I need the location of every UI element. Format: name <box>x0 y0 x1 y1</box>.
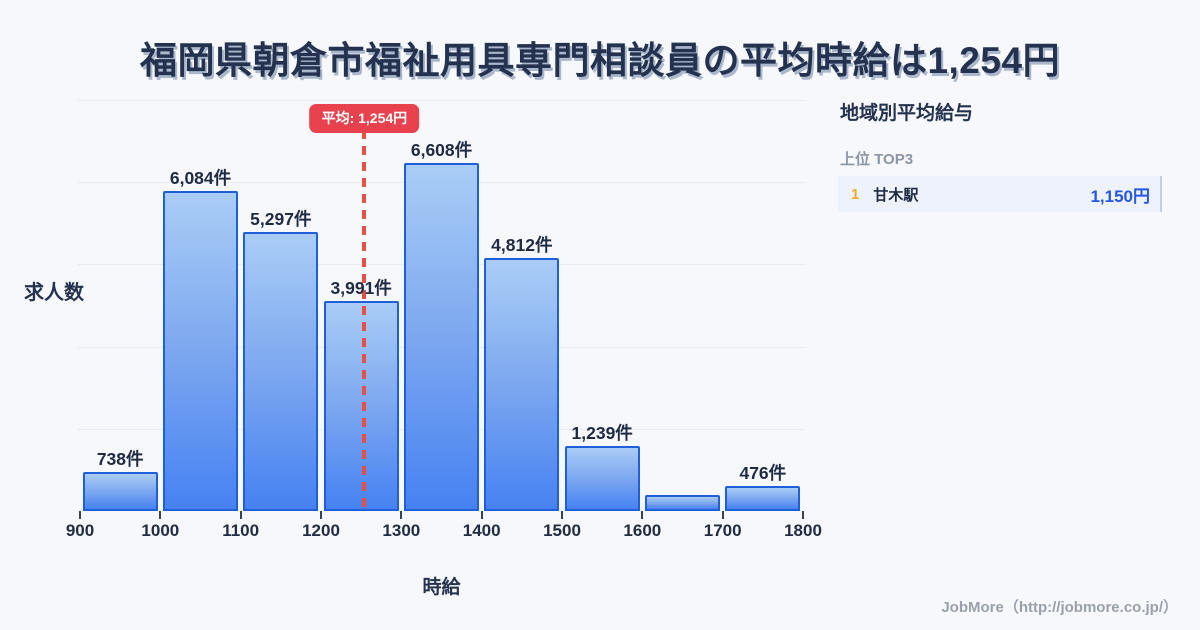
station-name: 甘木駅 <box>873 186 919 204</box>
panel-subtitle: 上位 TOP3 <box>840 151 914 168</box>
page-title: 福岡県朝倉市福祉用具専門相談員の平均時給は1,254円 <box>139 40 1061 81</box>
histogram-chart: 738件 6,084件 5,297件 3,991件 6,608件 4,812件 1,239件… <box>24 100 822 598</box>
x-tick-label: 1000 <box>141 521 180 540</box>
x-tick-mark <box>641 511 644 519</box>
panel-title: 地域別平均給与 <box>840 103 974 124</box>
x-tick-label: 1100 <box>222 521 260 540</box>
average-line <box>362 130 367 511</box>
y-axis-title: 求人数 <box>24 282 84 304</box>
gridline <box>78 100 805 101</box>
x-tick-label: 1600 <box>623 521 662 540</box>
x-tick-mark <box>561 511 563 519</box>
x-tick-label: 1800 <box>784 521 822 540</box>
rank-number: 1 <box>851 185 860 203</box>
x-axis-title: 時給 <box>422 577 461 598</box>
histogram-bar <box>403 163 480 511</box>
histogram-bar <box>725 485 801 511</box>
x-tick-mark <box>480 511 483 519</box>
rank-row: 1 甘木駅 1,150円 <box>838 176 1162 212</box>
x-tick-mark <box>79 511 81 519</box>
station-salary: 1,150円 <box>1090 186 1150 206</box>
histogram-bar <box>162 190 239 511</box>
bar-value-label: 4,812件 <box>491 234 553 255</box>
x-tick-label: 900 <box>65 521 95 540</box>
bar-value-label: 6,608件 <box>410 140 473 160</box>
bar-value-label: 738件 <box>96 449 144 470</box>
histogram-bar <box>323 300 399 511</box>
bar-value-label: 5,297件 <box>250 209 312 230</box>
x-tick-mark <box>320 511 322 519</box>
x-tick-label: 1300 <box>382 521 421 540</box>
x-tick-label: 1500 <box>543 521 581 540</box>
source-credit: JobMore（http://jobmore.co.jp/） <box>941 599 1178 616</box>
histogram-bar <box>82 472 158 511</box>
x-tick-label: 1400 <box>462 521 501 540</box>
bar-value-label: 6,084件 <box>169 167 232 188</box>
x-tick-mark <box>721 511 724 519</box>
x-tick-mark <box>400 511 403 519</box>
x-tick-mark <box>159 511 162 519</box>
x-tick-mark <box>802 511 804 519</box>
histogram-bar <box>484 257 560 511</box>
average-badge: 平均: 1,254円 <box>309 104 420 133</box>
bar-value-label: 476件 <box>739 462 787 483</box>
x-tick-label: 1200 <box>302 521 340 540</box>
x-tick-mark <box>239 511 242 519</box>
bar-value-label: 1,239件 <box>571 422 633 443</box>
x-tick-label: 1700 <box>703 521 742 540</box>
histogram-bar <box>644 495 721 511</box>
bar-value-label: 3,991件 <box>330 277 392 298</box>
histogram-bar <box>564 445 640 511</box>
histogram-bar <box>243 232 319 511</box>
